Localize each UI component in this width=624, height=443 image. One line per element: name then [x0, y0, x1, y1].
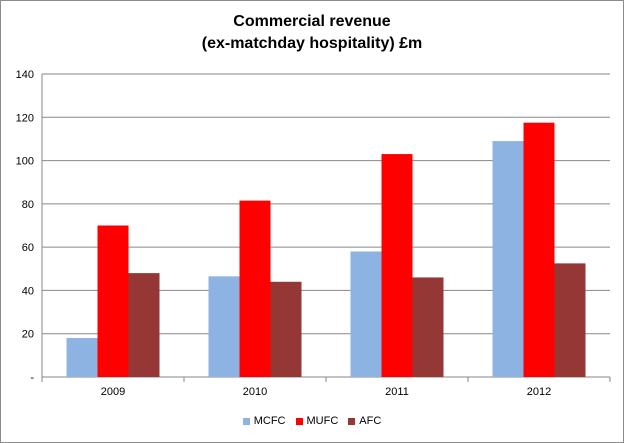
bar-mcfc-2009	[66, 338, 98, 377]
bar-mcfc-2012	[492, 141, 524, 377]
y-tick-label: 100	[16, 156, 34, 168]
bar-afc-2009	[128, 273, 160, 377]
bar-mufc-2011	[381, 154, 413, 377]
bar-mufc-2009	[97, 225, 129, 377]
y-tick-label: 20	[22, 329, 34, 341]
chart-title-block: Commercial revenue (ex-matchday hospital…	[1, 11, 623, 55]
bar-afc-2010	[270, 281, 302, 377]
x-tick-label: 2011	[385, 386, 409, 398]
legend-swatch	[242, 417, 250, 425]
y-tick-label: 140	[16, 69, 34, 81]
bar-afc-2011	[412, 277, 444, 377]
bar-mcfc-2011	[350, 251, 382, 377]
x-tick-label: 2012	[527, 386, 551, 398]
chart-title: Commercial revenue	[233, 13, 391, 30]
bar-afc-2012	[554, 263, 586, 377]
x-tick-label: 2010	[243, 386, 267, 398]
x-tick-label: 2009	[101, 386, 125, 398]
y-tick-label: -	[30, 372, 34, 384]
legend-label: MUFC	[306, 415, 339, 427]
chart-subtitle: (ex-matchday hospitality) £m	[201, 35, 423, 52]
y-tick-label: 120	[16, 112, 34, 124]
bar-mcfc-2010	[208, 276, 240, 377]
legend-label: AFC	[359, 415, 382, 427]
legend-item-afc: AFC	[348, 415, 381, 427]
legend-label: MCFC	[253, 415, 286, 427]
legend-item-mufc: MUFC	[295, 415, 339, 427]
bar-mufc-2012	[523, 122, 555, 377]
y-tick-label: 80	[22, 199, 34, 211]
y-tick-label: 40	[22, 285, 34, 297]
bar-mufc-2010	[239, 200, 271, 377]
y-tick-label: 60	[22, 242, 34, 254]
legend-item-mcfc: MCFC	[242, 415, 286, 427]
legend-swatch	[295, 417, 303, 425]
chart-legend: MCFC MUFC AFC	[1, 415, 623, 427]
legend-swatch	[348, 417, 356, 425]
